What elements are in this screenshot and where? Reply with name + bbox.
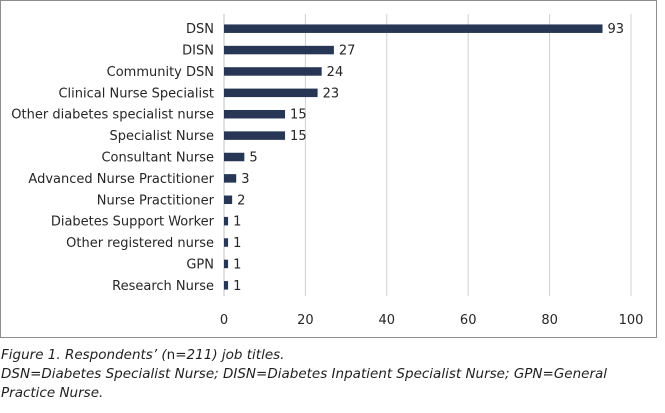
category-label: Clinical Nurse Specialist: [58, 86, 214, 101]
x-tick-label: 60: [460, 313, 477, 328]
caption-line-2: DSN=Diabetes Specialist Nurse; DISN=Diab…: [1, 366, 608, 382]
bar-chart: DSN 93 DISN 27 Community DSN 24 Clinical Nurse…: [11, 14, 644, 328]
x-tick-label: 80: [541, 313, 558, 328]
bar: [224, 88, 318, 98]
bar: [224, 24, 603, 33]
data-label: 1: [233, 279, 241, 294]
data-label: 23: [323, 86, 340, 101]
data-label: 15: [290, 129, 307, 144]
caption-line-3: Practice Nurse.: [1, 385, 104, 401]
caption-title-suffix: =211) job titles.: [175, 347, 285, 363]
category-label: DISN: [182, 44, 214, 59]
category-label: Other registered nurse: [66, 236, 214, 251]
category-label: Research Nurse: [112, 279, 214, 294]
category-label: Consultant Nurse: [101, 151, 214, 166]
x-tick-label: 40: [379, 313, 396, 328]
data-label: 24: [327, 65, 344, 80]
category-label: Community DSN: [107, 65, 214, 80]
category-label: DSN: [186, 22, 214, 37]
bar: [224, 238, 229, 247]
category-label: GPN: [186, 257, 214, 272]
caption-line-1: Figure 1. Respondents’ (n=211) job title…: [1, 346, 661, 365]
data-label: 27: [339, 44, 356, 59]
category-label: Diabetes Support Worker: [51, 215, 215, 230]
caption-n: n: [166, 347, 176, 363]
caption-title-prefix: Figure 1. Respondents’ (: [1, 347, 167, 363]
bar: [224, 174, 237, 183]
data-label: 1: [233, 215, 241, 230]
bar: [224, 216, 229, 226]
data-label: 5: [249, 151, 257, 166]
category-label: Nurse Practitioner: [97, 193, 215, 208]
data-label: 3: [241, 172, 249, 187]
data-label: 93: [608, 22, 625, 37]
data-label: 15: [290, 108, 307, 123]
data-label: 2: [237, 193, 245, 208]
bar: [224, 45, 334, 55]
category-label: Specialist Nurse: [109, 129, 214, 144]
figure-caption: Figure 1. Respondents’ (n=211) job title…: [1, 346, 661, 403]
bar: [224, 67, 322, 76]
x-tick-label: 0: [220, 313, 228, 328]
chart-frame: DSN 93 DISN 27 Community DSN 24 Clinical Nurse…: [0, 0, 657, 338]
category-label: Advanced Nurse Practitioner: [28, 172, 214, 187]
bar: [224, 109, 286, 119]
data-label: 1: [233, 257, 241, 272]
category-label: Other diabetes specialist nurse: [11, 108, 214, 123]
data-label: 1: [233, 236, 241, 251]
bar: [224, 281, 229, 290]
x-tick-label: 20: [297, 313, 314, 328]
bar: [224, 131, 286, 140]
bar: [224, 259, 229, 269]
bar: [224, 195, 233, 205]
x-tick-label: 100: [619, 313, 644, 328]
bar: [224, 152, 245, 162]
